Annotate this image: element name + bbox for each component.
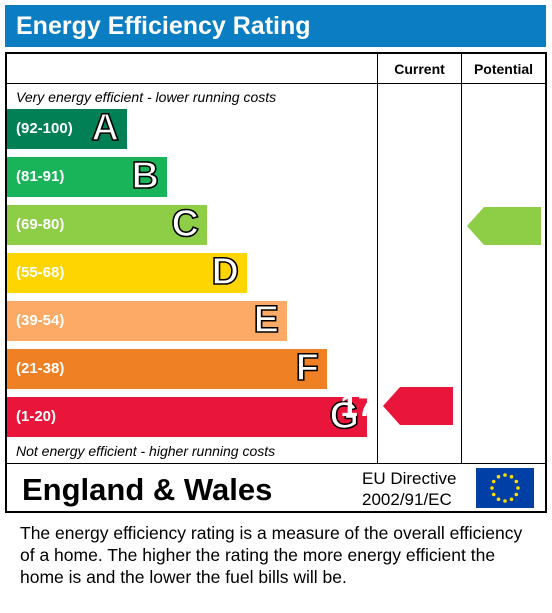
eu-directive: EU Directive 2002/91/EC — [362, 468, 456, 510]
band-c: (69-80) C — [7, 202, 207, 246]
flag-star — [491, 479, 496, 484]
header-divider — [7, 83, 545, 84]
band-g: (1-20) G — [7, 394, 367, 438]
current-arrow-shape — [383, 387, 453, 425]
band-letter: G — [329, 394, 360, 438]
band-letter: E — [253, 298, 280, 342]
potential-rating-value: 74 — [424, 208, 459, 243]
band-range-label: (81-91) — [16, 168, 65, 185]
band-letter: B — [131, 154, 160, 198]
divider-potential — [461, 54, 462, 464]
band-range-label: (21-38) — [16, 360, 65, 377]
band-range-label: (69-80) — [16, 216, 65, 233]
description: The energy efficiency rating is a measur… — [20, 523, 523, 587]
potential-arrow-shape — [467, 207, 541, 245]
column-potential: Potential — [473, 61, 534, 77]
band-b: (81-91) B — [7, 154, 167, 198]
flag-star — [514, 479, 519, 484]
directive-line-1: EU Directive — [362, 469, 457, 488]
divider-current — [377, 54, 378, 464]
band-f: (21-38) F — [7, 346, 327, 390]
current-rating-value: 17 — [340, 388, 375, 423]
flag-star — [490, 486, 494, 490]
band-letter: D — [211, 250, 240, 294]
flag-star — [503, 473, 507, 477]
flag-star — [496, 497, 501, 502]
band-a: (92-100) A — [7, 106, 127, 150]
band-range-label: (92-100) — [16, 120, 73, 137]
bottom-note: Not energy efficient - higher running co… — [16, 443, 276, 459]
band-letter: C — [171, 202, 200, 246]
flag-star — [496, 474, 501, 479]
flag-star — [509, 474, 514, 479]
flag-star — [516, 486, 520, 490]
band-d: (55-68) D — [7, 250, 247, 294]
flag-star — [509, 497, 514, 502]
band-letter: F — [295, 346, 320, 390]
flag-star — [514, 492, 519, 497]
band-range-label: (1-20) — [16, 408, 57, 425]
country-label: England & Wales — [22, 472, 273, 507]
band-e: (39-54) E — [7, 298, 287, 342]
eu-flag-icon — [476, 468, 534, 508]
band-range-label: (55-68) — [16, 264, 65, 281]
footer-divider — [7, 463, 545, 464]
flag-star — [503, 499, 507, 503]
chart-title: Energy Efficiency Rating — [16, 12, 311, 40]
flag-star — [491, 492, 496, 497]
directive-line-2: 2002/91/EC — [362, 490, 452, 509]
title-bar: Energy Efficiency Rating — [5, 5, 546, 47]
top-note: Very energy efficient - lower running co… — [16, 89, 277, 105]
column-current: Current — [394, 61, 445, 77]
band-letter: A — [91, 106, 120, 150]
rating-table: Current Potential Very energy efficient … — [5, 52, 547, 513]
band-range-label: (39-54) — [16, 312, 65, 329]
